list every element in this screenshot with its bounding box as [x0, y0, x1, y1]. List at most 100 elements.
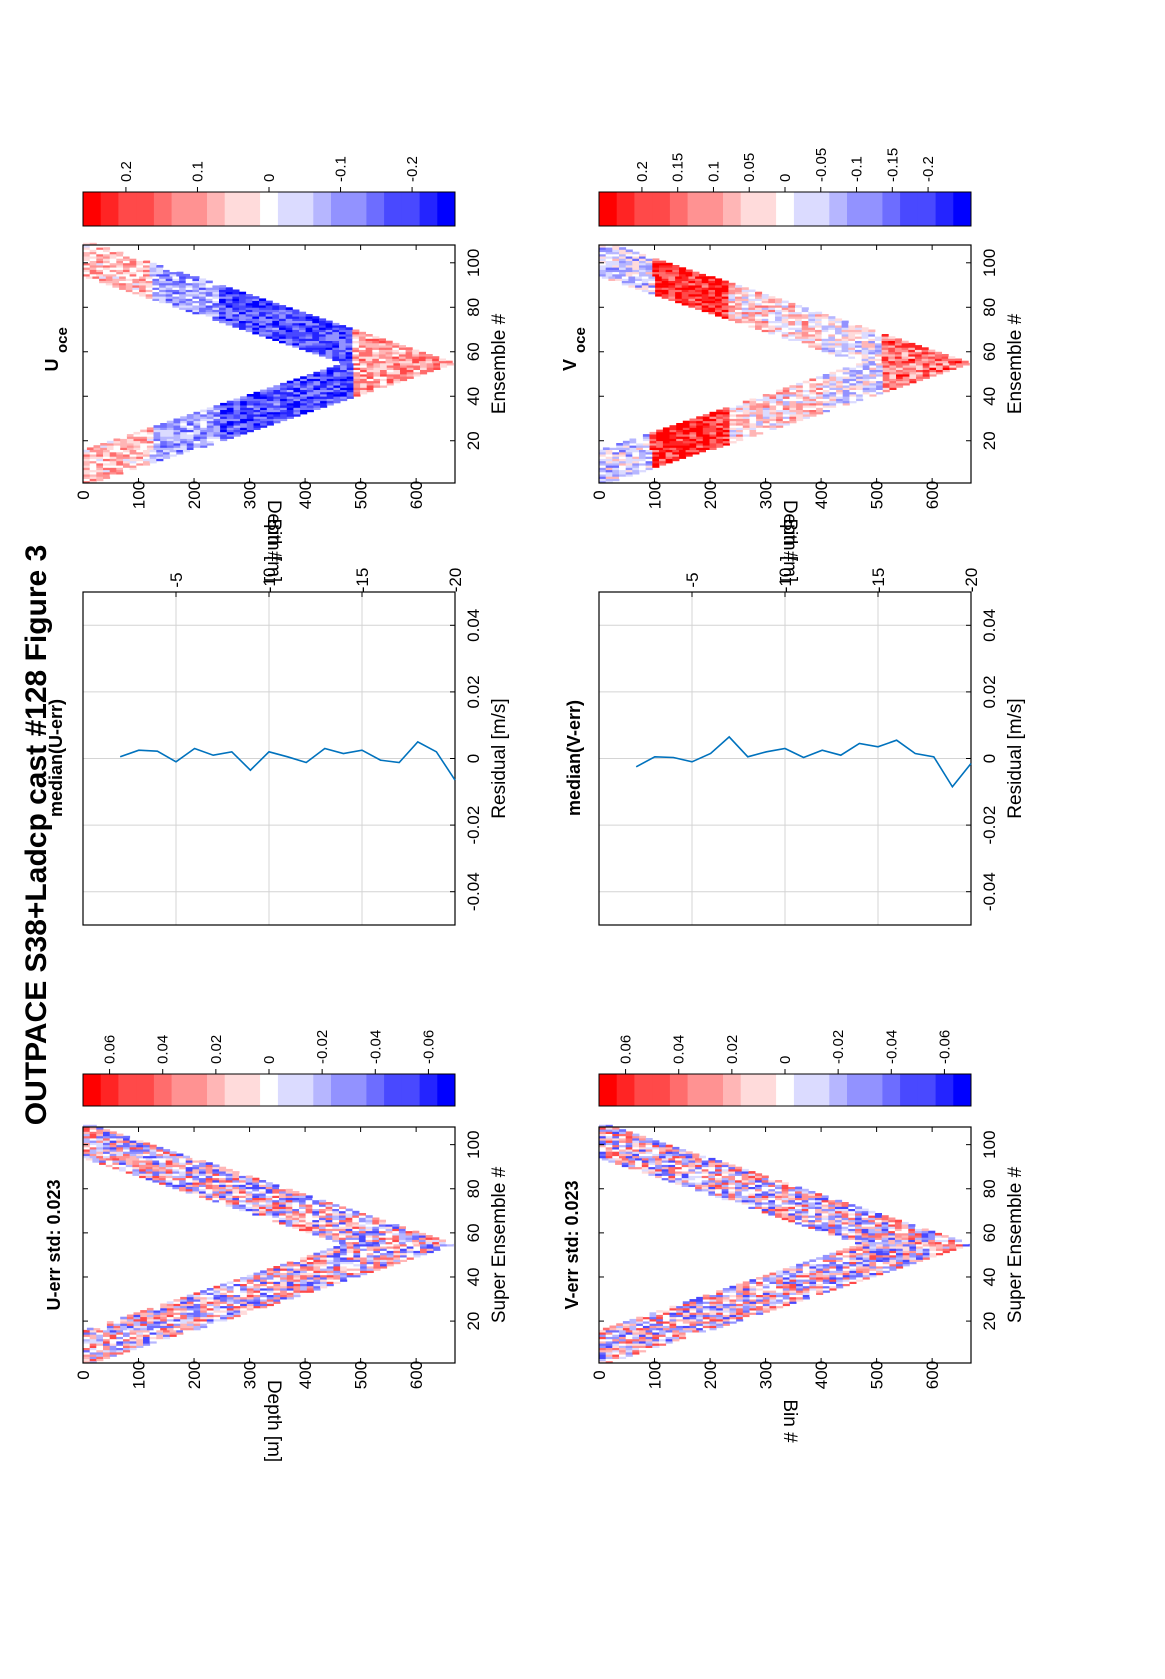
- heatmap-cell: [326, 394, 334, 397]
- heatmap-cell: [729, 1285, 737, 1289]
- heatmap-cell: [260, 1294, 268, 1298]
- heatmap-cell: [605, 1133, 613, 1137]
- heatmap-cell: [213, 407, 221, 410]
- heatmap-cell: [253, 411, 261, 415]
- heatmap-cell: [140, 434, 148, 437]
- colorbar-tick-label: -0.1: [333, 156, 350, 182]
- heatmap-cell: [896, 1259, 904, 1262]
- heatmap-cell: [709, 1296, 717, 1300]
- heatmap-cell: [313, 400, 321, 404]
- heatmap-cell: [272, 1188, 280, 1192]
- heatmap-cell: [668, 1173, 676, 1176]
- heatmap-cell: [332, 338, 340, 341]
- heatmap-cell: [796, 1272, 804, 1276]
- heatmap-cell: [285, 342, 293, 346]
- heatmap-cell: [152, 1162, 160, 1165]
- heatmap-cell: [400, 1248, 408, 1251]
- heatmap-cell: [245, 1206, 253, 1209]
- heatmap-cell: [239, 1206, 247, 1209]
- y-tick-label: 0: [74, 490, 93, 499]
- heatmap-cell: [392, 358, 400, 362]
- heatmap-cell: [260, 423, 268, 426]
- heatmap-cell: [83, 1149, 91, 1152]
- heatmap-cell: [89, 1144, 97, 1148]
- heatmap-cell: [239, 1204, 247, 1207]
- heatmap-cell: [360, 1246, 368, 1249]
- heatmap-cell: [829, 1281, 837, 1284]
- heatmap-cell: [835, 1202, 843, 1205]
- heatmap-cell: [789, 1292, 797, 1295]
- heatmap-cell: [193, 1294, 201, 1298]
- heatmap-cell: [398, 356, 406, 359]
- heatmap-cell: [332, 1235, 340, 1238]
- heatmap-cell: [642, 1314, 650, 1318]
- heatmap-cell: [668, 1180, 676, 1183]
- heatmap-cell: [160, 1325, 168, 1329]
- heatmap-cell: [239, 294, 247, 297]
- heatmap-cell: [320, 1283, 328, 1287]
- heatmap-cell: [715, 1186, 723, 1190]
- heatmap-cell: [313, 1277, 321, 1280]
- heatmap-cell: [413, 1248, 421, 1251]
- heatmap-cell: [888, 1232, 896, 1236]
- heatmap-cell: [126, 436, 134, 439]
- heatmap-cell: [239, 1191, 247, 1194]
- heatmap-cell: [166, 429, 174, 433]
- heatmap-cell: [225, 1177, 233, 1181]
- heatmap-cell: [353, 391, 361, 395]
- heatmap-cell: [842, 1277, 850, 1280]
- heatmap-cell: [273, 405, 281, 408]
- heatmap-cell: [83, 451, 91, 455]
- heatmap-cell: [742, 1290, 750, 1293]
- heatmap-cell: [628, 1162, 636, 1165]
- heatmap-cell: [749, 1281, 757, 1284]
- heatmap-cell: [612, 1127, 620, 1130]
- heatmap-cell: [605, 1146, 613, 1150]
- heatmap-cell: [425, 356, 433, 359]
- heatmap-cell: [685, 1151, 693, 1154]
- heatmap-cell: [245, 309, 253, 313]
- heatmap-cell: [172, 1175, 180, 1179]
- heatmap-cell: [89, 1354, 97, 1357]
- heatmap-cell: [120, 1323, 128, 1326]
- heatmap-cell: [815, 1210, 823, 1214]
- heatmap-cell: [366, 1248, 374, 1251]
- heatmap-cell: [273, 1270, 281, 1273]
- heatmap-cell: [320, 1261, 328, 1265]
- heatmap-cell: [695, 1171, 703, 1174]
- heatmap-cell: [312, 1232, 320, 1236]
- heatmap-cell: [655, 1171, 663, 1174]
- heatmap-cell: [366, 1259, 374, 1262]
- heatmap-cell: [345, 360, 353, 364]
- heatmap-cell: [96, 256, 104, 259]
- heatmap-cell: [305, 1195, 313, 1198]
- heatmap-cell: [659, 1343, 667, 1346]
- heatmap-cell: [741, 1186, 749, 1190]
- heatmap-cell: [245, 298, 253, 301]
- heatmap-cell: [642, 1316, 650, 1320]
- heatmap-cell: [426, 1246, 434, 1249]
- heatmap-cell: [378, 1241, 386, 1245]
- heatmap-cell: [272, 314, 280, 317]
- heatmap-cell: [702, 1323, 710, 1326]
- heatmap-cell: [360, 374, 368, 377]
- heatmap-cell: [212, 291, 220, 295]
- heatmap-cell: [173, 1327, 181, 1331]
- heatmap-cell: [398, 349, 406, 353]
- heatmap-cell: [265, 1195, 273, 1198]
- heatmap-cell: [380, 1252, 388, 1256]
- heatmap-cell: [246, 1310, 254, 1313]
- heatmap-cell: [332, 325, 340, 328]
- heatmap-cell: [625, 1338, 633, 1342]
- heatmap-cell: [285, 320, 293, 324]
- heatmap-cell: [709, 1316, 717, 1320]
- heatmap-cell: [280, 414, 288, 417]
- heatmap-cell: [260, 389, 268, 393]
- heatmap-cell: [816, 1268, 824, 1271]
- heatmap-cell: [212, 298, 220, 301]
- heatmap-cell: [605, 1356, 613, 1359]
- heatmap-cell: [220, 1296, 228, 1300]
- heatmap-cell: [259, 1202, 267, 1205]
- heatmap-cell: [273, 1281, 281, 1284]
- heatmap-cell: [83, 260, 91, 264]
